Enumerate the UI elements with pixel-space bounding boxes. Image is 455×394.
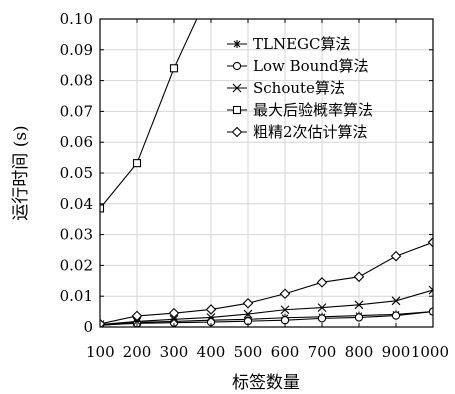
x-tick-label: 900 (382, 343, 411, 361)
x-tick-label: 700 (308, 343, 337, 361)
data-point (353, 271, 365, 283)
data-point (390, 250, 402, 262)
data-point (233, 40, 241, 48)
data-point (242, 298, 254, 309)
y-tick-label: 0.02 (60, 256, 93, 274)
data-point (354, 300, 364, 310)
x-tick-label: 100 (86, 343, 115, 361)
y-tick-label: 0.03 (60, 226, 93, 244)
data-point (428, 285, 433, 295)
legend-label: Schoute算法 (253, 79, 345, 97)
data-point (206, 313, 216, 322)
data-point (205, 304, 217, 315)
data-point (132, 317, 142, 326)
data-point (131, 310, 143, 322)
series-line (100, 311, 433, 327)
y-tick-label: 0.05 (60, 164, 93, 182)
data-point (317, 303, 327, 312)
data-point (232, 105, 242, 115)
data-point (391, 296, 401, 306)
data-point (169, 64, 179, 73)
x-tick-label: 1000 (411, 343, 449, 361)
data-point (280, 316, 290, 325)
data-point (280, 305, 290, 315)
legend-label: Low Bound算法 (253, 57, 369, 75)
x-tick-label: 800 (345, 343, 374, 361)
legend: TLNEGC算法 Low Bound算法 Schoute算法最大后验概率算法粗精2次… (227, 35, 373, 141)
legend-item: 最大后验概率算法 (227, 101, 373, 119)
y-tick-label: 0 (83, 318, 93, 336)
legend-item: Schoute算法 (227, 79, 345, 97)
series-layer (100, 19, 433, 327)
legend-item: 粗精2次估计算法 (227, 123, 368, 141)
legend-item: Low Bound算法 (227, 57, 369, 75)
data-point (232, 83, 242, 93)
data-point (317, 314, 327, 323)
x-tick-label: 200 (123, 343, 152, 361)
x-tick-label: 500 (234, 343, 263, 361)
x-axis-label: 标签数量 (232, 373, 300, 393)
data-point (243, 309, 253, 319)
data-point (168, 307, 180, 319)
series (100, 237, 433, 327)
x-tick-label: 300 (160, 343, 189, 361)
data-point (316, 277, 328, 288)
axis-ticks: 0 0.01 0.02 0.03 0.04 0.05 0.06 0.07 0.08 0.09 0.1… (60, 10, 449, 361)
data-point (391, 311, 401, 320)
data-point (100, 204, 105, 213)
x-tick-label: 400 (197, 343, 226, 361)
y-axis-label: 运行时间 (s) (11, 125, 31, 220)
data-point (132, 159, 142, 168)
y-tick-label: 0.09 (60, 41, 93, 59)
x-tick-label: 600 (271, 343, 300, 361)
y-tick-label: 0.06 (60, 133, 93, 151)
series-line (100, 311, 433, 326)
data-point (354, 313, 364, 322)
series-line (100, 241, 433, 325)
y-tick-label: 0.04 (60, 195, 93, 213)
series (100, 19, 198, 213)
series-line (100, 289, 433, 326)
y-tick-label: 0.10 (60, 10, 93, 28)
data-point (169, 314, 179, 324)
data-point (231, 126, 243, 138)
legend-label: 最大后验概率算法 (253, 101, 373, 119)
legend-label: 粗精2次估计算法 (253, 123, 368, 141)
data-point (232, 61, 242, 71)
y-tick-label: 0.08 (60, 72, 93, 90)
data-point (100, 318, 106, 327)
data-point (279, 288, 291, 300)
series-line (100, 19, 198, 209)
y-tick-label: 0.07 (60, 102, 93, 120)
legend-label: TLNEGC算法 (253, 35, 351, 53)
legend-item: TLNEGC算法 (227, 35, 351, 53)
series (100, 307, 433, 327)
y-tick-label: 0.01 (60, 287, 93, 305)
data-point (427, 237, 433, 248)
